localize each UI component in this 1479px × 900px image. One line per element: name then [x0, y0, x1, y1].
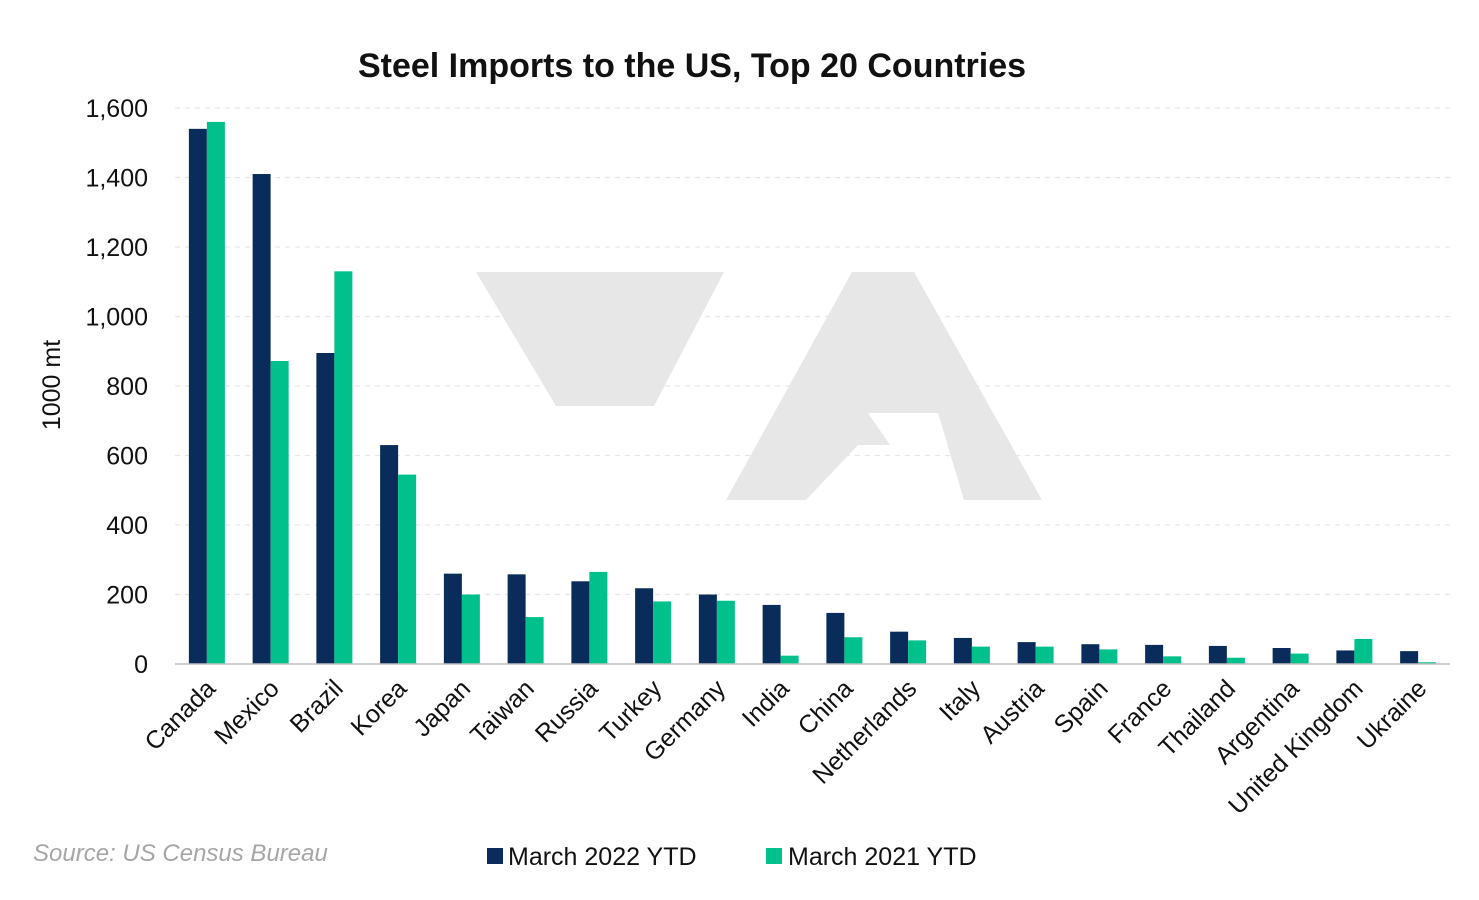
- y-tick-label: 400: [106, 512, 148, 540]
- bar-india-series-1: [762, 604, 781, 664]
- bar-mexico-series-2: [270, 360, 289, 664]
- bar-spain-series-1: [1081, 644, 1100, 664]
- bar-ukraine-series-2: [1418, 662, 1437, 664]
- bar-turkey-series-2: [653, 601, 672, 664]
- bar-germany-series-2: [716, 600, 735, 664]
- chart-title: Steel Imports to the US, Top 20 Countrie…: [358, 47, 1026, 85]
- x-tick-label: Austria: [975, 674, 1050, 749]
- bar-brazil-series-1: [316, 352, 335, 664]
- bar-china-series-2: [844, 637, 863, 664]
- bar-canada-series-1: [188, 128, 207, 665]
- bar-turkey-series-1: [635, 588, 654, 664]
- watermark-logo: [476, 272, 1042, 500]
- x-tick-label: Ukraine: [1352, 674, 1433, 755]
- bar-united-kingdom-series-2: [1354, 638, 1373, 664]
- bar-taiwan-series-2: [525, 617, 544, 664]
- bar-russia-series-1: [571, 581, 590, 664]
- y-tick-label: 600: [106, 443, 148, 471]
- bar-thailand-series-2: [1226, 657, 1245, 664]
- y-tick-label: 0: [134, 651, 148, 679]
- bar-taiwan-series-1: [507, 574, 526, 664]
- y-tick-label: 800: [106, 373, 148, 401]
- legend-swatch-march-2021: [766, 848, 782, 864]
- bar-united-kingdom-series-1: [1336, 650, 1355, 664]
- bar-spain-series-2: [1099, 649, 1118, 664]
- x-tick-label: India: [737, 674, 795, 732]
- y-tick-label: 200: [106, 582, 148, 610]
- bar-japan-series-1: [443, 573, 462, 664]
- y-tick-labels: 0 200 400 600 800 1,000 1,200 1,400 1,600: [85, 95, 148, 679]
- bar-russia-series-2: [589, 571, 608, 664]
- y-tick-label: 1,200: [85, 234, 148, 262]
- bar-mexico-series-1: [252, 174, 271, 664]
- y-tick-label: 1,600: [85, 95, 148, 123]
- bar-netherlands-series-2: [908, 640, 927, 664]
- x-tick-label: Italy: [934, 674, 987, 727]
- y-tick-label: 1,400: [85, 165, 148, 193]
- y-tick-label: 1,000: [85, 304, 148, 332]
- bar-austria-series-2: [1035, 646, 1054, 664]
- bar-germany-series-1: [698, 594, 717, 664]
- x-tick-label: Brazil: [285, 674, 349, 738]
- legend: March 2022 YTD March 2021 YTD: [487, 843, 977, 871]
- x-tick-label: Mexico: [209, 674, 285, 750]
- legend-swatch-march-2022: [487, 848, 503, 864]
- bar-france-series-2: [1163, 656, 1182, 664]
- bar-italy-series-1: [953, 637, 972, 664]
- bar-china-series-1: [826, 612, 845, 664]
- legend-label-march-2021: March 2021 YTD: [788, 843, 977, 871]
- legend-label-march-2022: March 2022 YTD: [508, 843, 697, 871]
- x-tick-label: Russia: [530, 674, 604, 748]
- bar-argentina-series-2: [1290, 653, 1309, 664]
- x-tick-label: Canada: [139, 674, 221, 756]
- bar-france-series-1: [1145, 644, 1164, 664]
- x-tick-label: Korea: [345, 674, 412, 741]
- y-axis-label: 1000 mt: [38, 340, 66, 430]
- bar-ukraine-series-1: [1400, 651, 1419, 664]
- x-tick-label: Japan: [408, 674, 476, 742]
- bar-korea-series-2: [398, 474, 417, 664]
- bar-austria-series-1: [1017, 642, 1036, 664]
- bars: [188, 121, 1437, 665]
- source-note: Source: US Census Bureau: [33, 840, 328, 867]
- bar-italy-series-2: [971, 646, 990, 664]
- bar-korea-series-1: [380, 445, 399, 664]
- bar-brazil-series-2: [334, 271, 353, 664]
- x-tick-label: Taiwan: [465, 674, 540, 749]
- bar-japan-series-2: [461, 594, 480, 664]
- bar-canada-series-2: [206, 121, 225, 664]
- bar-netherlands-series-1: [890, 631, 909, 664]
- bar-argentina-series-1: [1272, 648, 1291, 664]
- bar-india-series-2: [780, 655, 799, 664]
- bar-thailand-series-1: [1208, 645, 1227, 664]
